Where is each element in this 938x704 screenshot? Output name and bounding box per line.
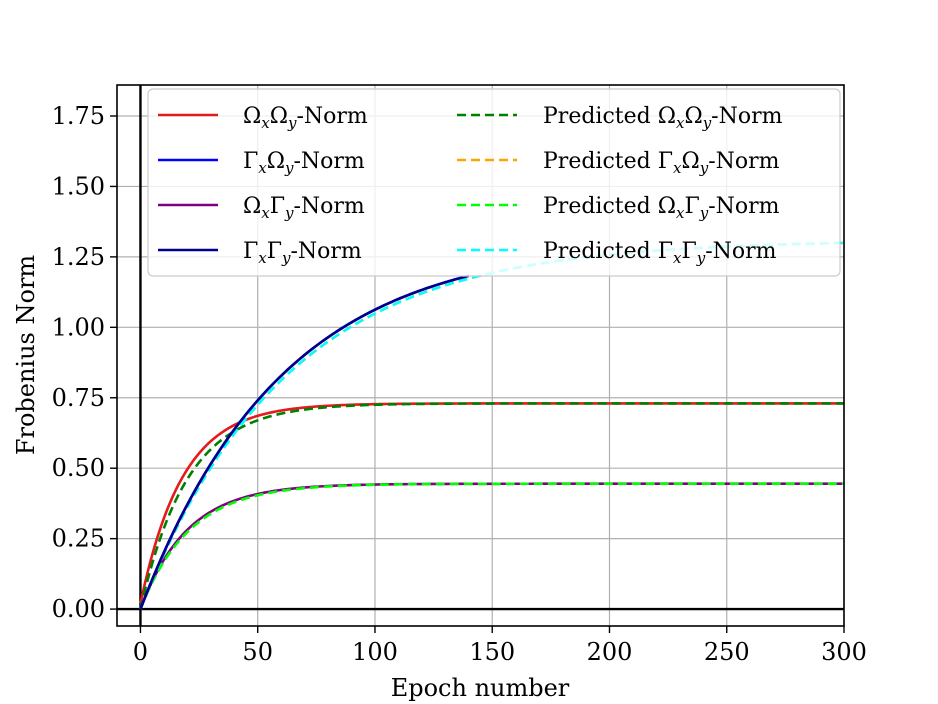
legend-entry-label: ΓxΓy-Norm (243, 239, 362, 267)
x-tick-label: 50 (242, 638, 273, 666)
y-tick-label: 0.75 (52, 384, 105, 412)
legend: ΩxΩy-Norm ΓxΩy-Norm ΩxΓy-Norm ΓxΓy-Norm Pred… (147, 88, 841, 277)
y-axis-label: Frobenius Norm (12, 255, 40, 456)
y-tick-label: 0.25 (52, 525, 105, 553)
legend-entry-label: Predicted ΓxΩy-Norm (543, 149, 780, 177)
x-tick-label: 200 (587, 638, 633, 666)
legend-entry-label: ΩxΩy-Norm (243, 104, 368, 132)
x-tick-label: 100 (352, 638, 398, 666)
x-tick-label: 150 (469, 638, 515, 666)
x-tick-label: 300 (821, 638, 867, 666)
legend-entry-label: Predicted ΩxΓy-Norm (543, 194, 780, 222)
legend-entry-label: ΓxΩy-Norm (243, 149, 365, 177)
series-line-3 (139, 274, 470, 610)
series-line-4 (139, 402, 844, 610)
x-tick-label: 250 (704, 638, 750, 666)
y-tick-label: 1.50 (52, 172, 105, 200)
axis-ticks: 0 50 100 150 200 250 300 0.00 0.25 0.50 0.75 1.00 1.… (52, 102, 867, 666)
legend-box (147, 88, 841, 277)
plot-frame (116, 84, 845, 627)
legend-entry-label: Predicted ΓxΓy-Norm (543, 239, 777, 267)
y-tick-label: 0.00 (52, 595, 105, 623)
x-tick-label: 0 (133, 638, 148, 666)
legend-entry-label: Predicted ΩxΩy-Norm (543, 104, 783, 132)
zero-reference-lines (117, 85, 844, 626)
legend-entry-label: ΩxΓy-Norm (243, 194, 365, 222)
y-tick-label: 1.25 (52, 243, 105, 271)
y-tick-label: 1.75 (52, 102, 105, 130)
series-line-6 (139, 482, 844, 610)
y-tick-label: 1.00 (52, 313, 105, 341)
y-tick-label: 0.50 (52, 454, 105, 482)
x-axis-label: Epoch number (391, 674, 570, 702)
